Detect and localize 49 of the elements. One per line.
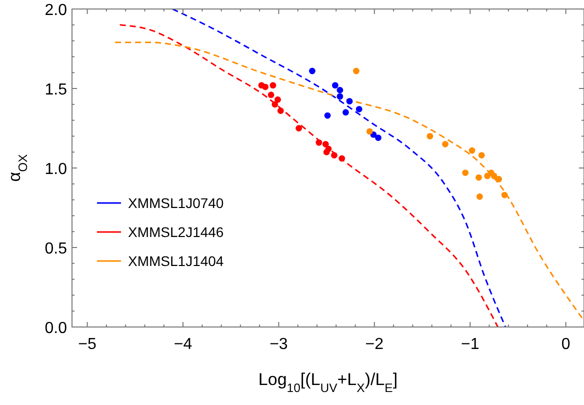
point	[309, 68, 316, 74]
point	[496, 176, 502, 182]
point	[501, 192, 508, 198]
point	[476, 193, 483, 200]
x-tick-label: −4	[174, 336, 192, 353]
point	[331, 152, 338, 158]
point	[323, 148, 330, 156]
point	[426, 133, 434, 140]
y-tick-label: 1.0	[44, 161, 68, 178]
point	[338, 155, 346, 162]
point	[476, 174, 482, 181]
point	[332, 82, 338, 89]
point	[316, 139, 322, 146]
point	[342, 109, 349, 116]
point	[366, 128, 373, 135]
point	[375, 134, 382, 141]
point	[336, 86, 344, 94]
point	[442, 140, 448, 148]
text: Log$_{10}$[(L$_{UV}$+L$_{X}$)/L$_{E}$]	[258, 370, 398, 395]
point	[268, 92, 274, 98]
point	[270, 82, 276, 89]
y-tick-label: 1.5	[44, 82, 68, 98]
y-tick-label: 0.0	[44, 320, 68, 337]
point	[277, 108, 284, 114]
x-tick-label: −3	[270, 336, 288, 353]
point	[353, 68, 360, 74]
x-tick-label: 0	[561, 336, 570, 353]
point	[262, 84, 269, 90]
x-tick-label: −1	[460, 336, 480, 353]
y-tick-label: 2.0	[44, 2, 68, 19]
point	[356, 106, 362, 112]
line-series	[119, 24, 499, 328]
point	[274, 96, 281, 103]
point	[468, 147, 476, 154]
legend-label: XMMSL1J1404	[128, 252, 224, 269]
point	[322, 140, 329, 148]
point	[272, 101, 278, 108]
legend-label: XMMSL2J1446	[128, 224, 224, 240]
point	[346, 98, 353, 104]
point	[462, 170, 469, 176]
point	[336, 93, 344, 100]
x-tick-label: −5	[78, 336, 97, 353]
point	[324, 112, 331, 119]
point	[490, 172, 498, 180]
point	[478, 152, 485, 158]
x-tick-label: −2	[365, 336, 384, 353]
point	[296, 125, 302, 132]
legend-label: XMMSL1J0740	[128, 194, 224, 211]
y-tick-label: 0.5	[44, 240, 68, 258]
